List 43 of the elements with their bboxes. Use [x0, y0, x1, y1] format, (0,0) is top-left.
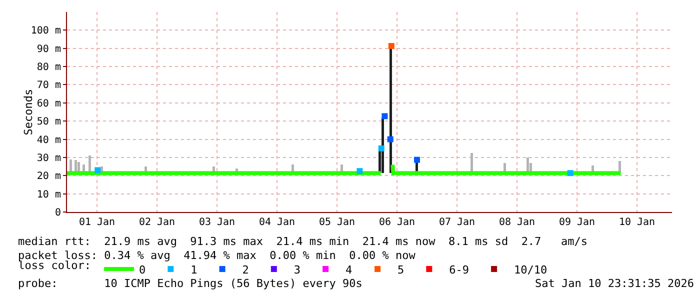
y-tick-label: 30 m	[36, 152, 61, 164]
y-tick-label: 100 m	[30, 26, 61, 37]
legend-label: 5	[398, 263, 404, 276]
text: probe: 10 ICMP Echo Pings (56 Bytes) every 90s	[18, 277, 362, 290]
x-tick-label: 06 Jan	[378, 217, 416, 228]
y-tick-label: 10 m	[36, 189, 61, 200]
x-tick-label: 08 Jan	[498, 217, 536, 228]
legend-label: 3	[294, 263, 301, 276]
x-tick-label: 09 Jan	[558, 217, 596, 228]
text: median rtt: 21.9 ms avg 91.3 ms max 21.4 ms min 21.4 ms now 8.1 ms sd 2.7 am/s	[18, 235, 588, 248]
x-tick-label: 04 Jan	[258, 217, 296, 228]
x-tick-label: 03 Jan	[198, 217, 236, 228]
y-tick-label: 50 m	[36, 116, 61, 128]
y-tick-label: 20 m	[36, 171, 61, 182]
y-tick-label: 0	[54, 208, 61, 218]
text: packet loss: 0.34 % avg 41.94 % max 0.00 % min 0.00 % now	[18, 249, 416, 262]
y-tick-label: 90 m	[36, 44, 61, 55]
text: Sat Jan 10 23:31:35 2026	[535, 277, 694, 290]
point	[356, 168, 363, 174]
x-tick-label: 01 Jan	[78, 217, 116, 228]
x-tick-label: 02 Jan	[138, 217, 176, 228]
point	[378, 145, 384, 152]
point	[382, 113, 388, 120]
y-tick-label: 70 m	[36, 80, 61, 92]
point	[387, 136, 394, 142]
legend-label: 6-9	[449, 263, 470, 276]
y-axis-title: Seconds	[22, 88, 35, 136]
legend-label: 4	[346, 263, 353, 276]
x-tick-label: 05 Jan	[318, 217, 356, 228]
y-tick-label: 40 m	[36, 134, 61, 146]
x-tick-label: 07 Jan	[438, 217, 476, 228]
legend-label: 0	[139, 263, 146, 276]
point	[567, 170, 574, 176]
legend-label: 2	[242, 263, 249, 276]
bar	[470, 152, 473, 174]
legend-label: 10/10	[514, 263, 548, 276]
point	[388, 43, 394, 49]
y-tick-label: 80 m	[36, 62, 61, 74]
x-tick-label: 10 Jan	[618, 217, 656, 228]
y-tick-label: 60 m	[36, 98, 61, 110]
legend-label: 1	[190, 263, 198, 276]
point	[94, 167, 101, 174]
point	[414, 156, 420, 163]
